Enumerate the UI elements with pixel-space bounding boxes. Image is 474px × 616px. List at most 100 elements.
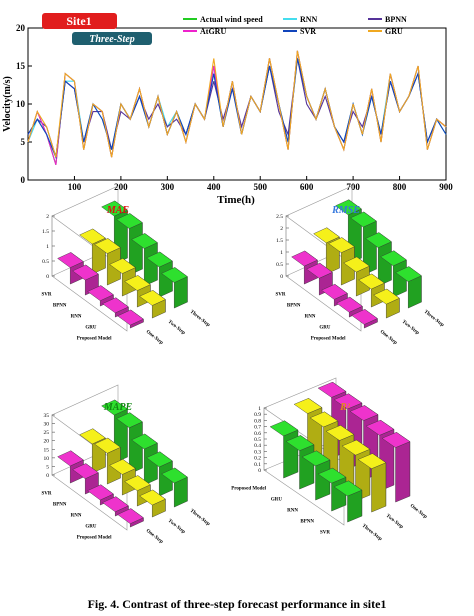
bar-top-face bbox=[365, 232, 392, 248]
z-tick-label: 0.4 bbox=[254, 443, 261, 449]
z-tick-label: 1 bbox=[280, 250, 283, 256]
x-tick-label: 400 bbox=[207, 182, 221, 192]
z-tick-label: 0.3 bbox=[254, 449, 261, 455]
model-axis-label: Proposed Model bbox=[77, 536, 112, 541]
series-line-gru bbox=[27, 50, 447, 158]
model-axis-label: GRU bbox=[271, 498, 283, 503]
bar-top-face bbox=[57, 450, 84, 467]
bar-top-face bbox=[349, 405, 379, 421]
z-tick-label: 0 bbox=[258, 468, 261, 474]
bar-top-face bbox=[57, 252, 84, 268]
z-tick-label: 0.6 bbox=[254, 431, 261, 437]
z-tick-label: 2.5 bbox=[276, 214, 283, 220]
bar-top-face bbox=[365, 419, 395, 436]
model-axis-label: RNN bbox=[71, 514, 82, 519]
bar-side-face bbox=[395, 441, 411, 503]
x-tick-label: 200 bbox=[114, 182, 128, 192]
bar-top-face bbox=[79, 228, 106, 245]
z-tick-label: 35 bbox=[44, 413, 50, 419]
bar-top-face bbox=[395, 266, 422, 282]
z-tick-label: 0.5 bbox=[42, 259, 49, 265]
bar-chart-title: RMSE bbox=[331, 205, 360, 216]
bar-side-face bbox=[378, 241, 392, 287]
legend-label: AtGRU bbox=[200, 27, 226, 36]
bar-top-face bbox=[94, 238, 121, 254]
bar-top-face bbox=[139, 290, 166, 306]
legend-label: RNN bbox=[300, 15, 318, 24]
bar-top-face bbox=[101, 399, 128, 416]
y-tick-label: 0 bbox=[21, 175, 26, 185]
bar-top-face bbox=[139, 489, 166, 506]
model-axis-label: GRU bbox=[319, 326, 331, 331]
bar-top-face bbox=[94, 437, 121, 454]
model-axis-label: GRU bbox=[85, 525, 97, 530]
bar-top-face bbox=[109, 258, 136, 274]
bar-top-face bbox=[291, 250, 318, 267]
z-tick-label: 0.9 bbox=[254, 412, 261, 418]
x-tick-label: 100 bbox=[68, 182, 82, 192]
bar-top-face bbox=[335, 199, 362, 216]
bar-top-face bbox=[269, 420, 299, 437]
x-tick-label: 300 bbox=[161, 182, 175, 192]
bar-top-face bbox=[293, 398, 323, 414]
bar-top-face bbox=[301, 450, 331, 467]
z-tick-label: 0.1 bbox=[254, 462, 261, 468]
bar-top-face bbox=[116, 213, 143, 229]
model-axis-label: BPNN bbox=[287, 304, 301, 309]
bar-chart-title: R² bbox=[339, 402, 351, 413]
bar-top-face bbox=[102, 297, 129, 314]
bar-top-face bbox=[72, 264, 99, 281]
bar-top-face bbox=[333, 393, 363, 410]
bar-top-face bbox=[357, 453, 387, 469]
bar-top-face bbox=[285, 435, 315, 451]
bar-side-face bbox=[371, 462, 387, 513]
model-axis-label: Proposed Model bbox=[311, 337, 346, 342]
step-axis-label: One-Step bbox=[409, 504, 428, 520]
model-axis-label: SVR bbox=[41, 293, 51, 298]
bar-top-face bbox=[146, 251, 173, 268]
model-axis-label: GRU bbox=[85, 326, 97, 331]
bar-top-face bbox=[131, 433, 158, 450]
legend-label: Actual wind speed bbox=[200, 15, 263, 24]
z-tick-label: 0.5 bbox=[254, 437, 261, 443]
y-tick-label: 20 bbox=[16, 23, 26, 33]
step-axis-label: Two-Step bbox=[385, 514, 404, 531]
z-tick-label: 2 bbox=[46, 214, 49, 220]
step-axis-label: Two-Step bbox=[167, 320, 186, 337]
bar-top-face bbox=[333, 480, 363, 497]
model-axis-label: RNN bbox=[305, 315, 316, 320]
z-tick-label: 0.7 bbox=[254, 425, 261, 431]
z-tick-label: 10 bbox=[44, 456, 50, 462]
z-tick-label: 1.5 bbox=[42, 229, 49, 235]
bar-top-face bbox=[72, 463, 99, 479]
x-tick-label: 500 bbox=[253, 182, 267, 192]
z-tick-label: 0 bbox=[280, 274, 283, 280]
bar-top-face bbox=[87, 484, 114, 501]
y-tick-label: 10 bbox=[16, 99, 26, 109]
line-legend: Actual wind speed RNN BPNN AtGRU SVR GRU bbox=[183, 15, 407, 36]
bar-top-face bbox=[350, 211, 377, 228]
step-axis-label: One-Step bbox=[145, 330, 164, 346]
y-tick-label: 5 bbox=[21, 137, 26, 147]
z-tick-label: 1 bbox=[46, 244, 49, 250]
z-tick-label: 0.2 bbox=[254, 456, 261, 462]
step-badge bbox=[72, 32, 152, 45]
bar-top-face bbox=[79, 428, 106, 445]
mae-3d-bar-chart: 0 0.5 1 1.5 2 SVR BPNN RNN GRU Proposed Model One-… bbox=[41, 185, 211, 346]
r2-3d-bar-chart: 00.10.20.30.40.50.60.70.80.91 Proposed Mo… bbox=[231, 377, 428, 542]
bar-top-face bbox=[328, 237, 355, 253]
bar-top-face bbox=[373, 288, 400, 305]
x-tick-label: 800 bbox=[393, 182, 407, 192]
bar-top-face bbox=[102, 496, 129, 513]
wind-speed-line-chart: 100 200 300 400 500 600 700 800 900 0 5 10 15 20 Site… bbox=[2, 13, 453, 206]
bar-top-face bbox=[317, 381, 347, 398]
site-badge bbox=[42, 13, 117, 29]
line-axis-ticks: 100 200 300 400 500 600 700 800 900 0 5 10 15 20 bbox=[16, 23, 453, 192]
model-axis-label: RNN bbox=[287, 509, 298, 514]
z-tick-label: 0 bbox=[46, 274, 49, 280]
site-badge-label: Site1 bbox=[66, 14, 91, 28]
bar-top-face bbox=[124, 475, 151, 491]
model-axis-label: BPNN bbox=[53, 304, 67, 309]
y-tick-label: 15 bbox=[16, 61, 26, 71]
